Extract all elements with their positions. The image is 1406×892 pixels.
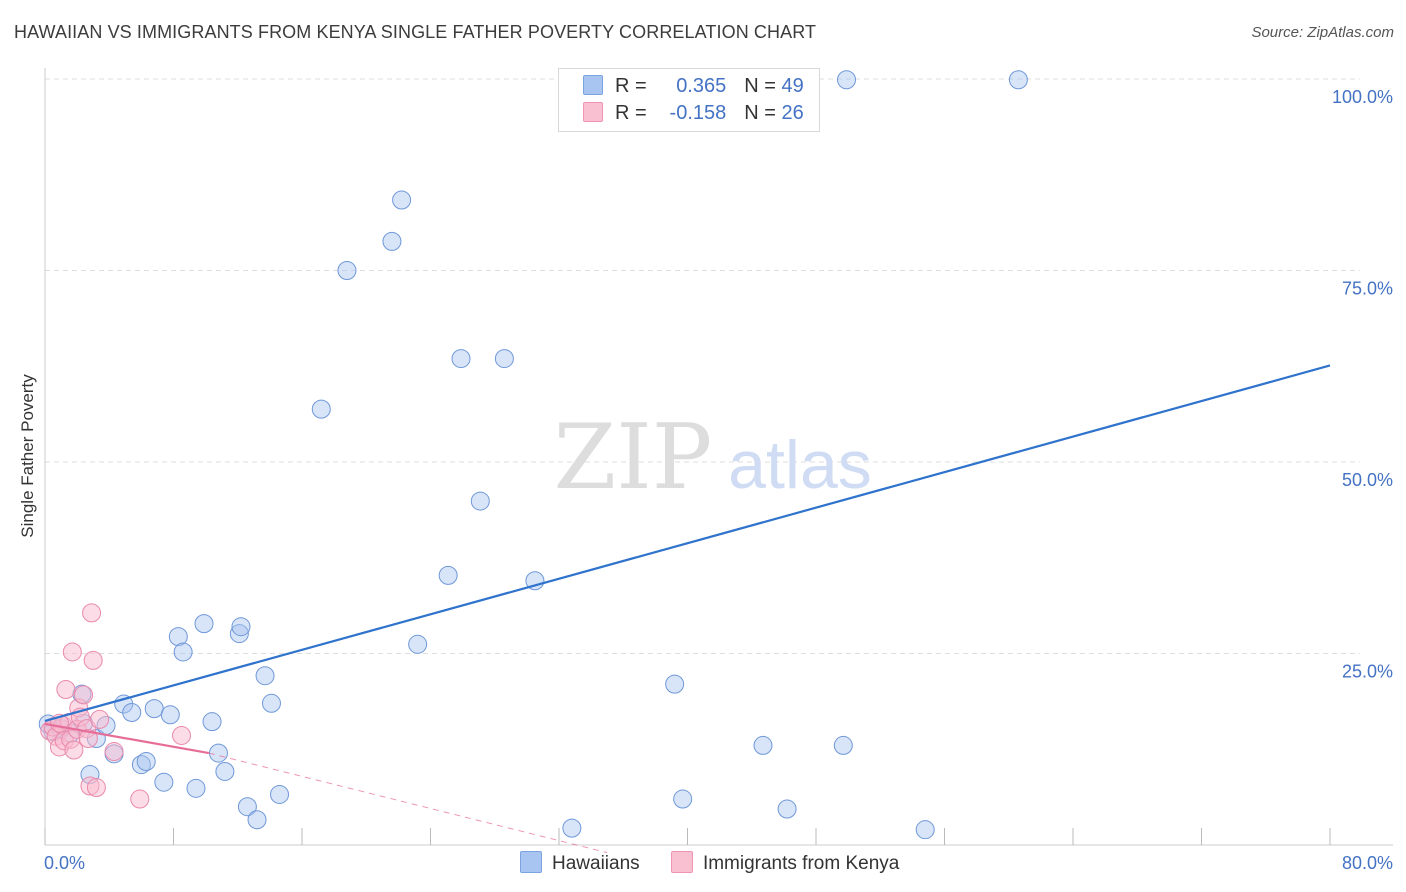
kenya-point — [83, 650, 103, 670]
axes — [44, 68, 1393, 846]
kenya-point — [62, 642, 82, 662]
kenya-point — [86, 778, 106, 798]
n-value-kenya: 26 — [781, 102, 804, 124]
kenya-point — [78, 729, 98, 749]
legend-swatch-kenya — [670, 851, 693, 873]
kenya-point — [56, 680, 76, 700]
kenya-point — [64, 740, 84, 760]
trend-line-kenya — [44, 722, 210, 755]
hawaiians-point — [777, 799, 797, 819]
stats-row-hawaiians: R = 0.365 N = 49 — [583, 75, 804, 101]
trend-line-hawaiians — [44, 364, 1331, 722]
kenya-point — [82, 603, 102, 623]
hawaiians-point — [215, 761, 235, 781]
legend-item-kenya[interactable]: Immigrants from Kenya — [670, 851, 900, 875]
y-tick-label: 50.0% — [1342, 470, 1393, 490]
r-value-kenya: -0.158 — [669, 102, 727, 124]
y-tick-label: 25.0% — [1342, 662, 1393, 682]
hawaiians-point — [833, 735, 853, 755]
hawaiians-point — [237, 797, 257, 817]
hawaiians-point — [144, 699, 164, 719]
hawaiians-point — [160, 705, 180, 725]
swatch-hawaiians — [583, 75, 603, 95]
r-value-hawaiians: 0.365 — [676, 75, 727, 97]
kenya-point — [130, 789, 150, 809]
swatch-kenya — [583, 102, 603, 122]
legend-swatch-hawaiians — [520, 851, 542, 873]
n-value-hawaiians: 49 — [781, 75, 804, 97]
x-tick-label: 0.0% — [44, 853, 85, 873]
hawaiians-point — [194, 614, 214, 634]
hawaiians-point — [438, 565, 458, 585]
stats-row-kenya: R = -0.158 N = 26 — [583, 102, 804, 128]
hawaiians-point — [451, 349, 471, 369]
hawaiians-point — [229, 624, 249, 644]
y-tick-label: 100.0% — [1332, 87, 1393, 107]
hawaiians-point — [202, 712, 222, 732]
x-tick-label: 80.0% — [1342, 853, 1393, 873]
hawaiians-point — [408, 634, 428, 654]
watermark-atlas: atlas — [728, 427, 872, 503]
hawaiians-point — [154, 772, 174, 792]
watermark-zip: ZIP — [554, 405, 713, 510]
chart-title: HAWAIIAN VS IMMIGRANTS FROM KENYA SINGLE… — [14, 22, 817, 42]
y-tick-label: 75.0% — [1342, 279, 1393, 299]
legend-label-kenya: Immigrants from Kenya — [702, 853, 900, 874]
n-label: N = — [744, 102, 776, 124]
trend-line-kenya-extension — [208, 752, 608, 854]
legend-item-hawaiians[interactable]: Hawaiians — [520, 851, 640, 875]
hawaiians-point — [136, 752, 156, 772]
hawaiians-point — [665, 674, 685, 694]
r-label: R = — [615, 75, 647, 97]
trend-lines — [44, 364, 1331, 854]
hawaiians-point — [562, 818, 582, 838]
hawaiians-point — [208, 743, 228, 763]
legend-label-hawaiians: Hawaiians — [552, 853, 640, 874]
hawaiians-point — [837, 70, 857, 90]
hawaiians-point — [270, 784, 290, 804]
tick-labels: 25.0% 50.0% 75.0% 100.0% 0.0% 80.0% — [44, 87, 1393, 873]
hawaiians-point — [122, 702, 142, 722]
hawaiians-point — [392, 190, 412, 210]
kenya-point — [104, 742, 124, 762]
watermark: ZIP atlas — [554, 405, 872, 510]
kenya-point — [172, 725, 192, 745]
hawaiians-point — [494, 349, 514, 369]
hawaiians-point — [311, 399, 331, 419]
hawaiians-point — [186, 778, 206, 798]
hawaiians-point — [231, 617, 251, 637]
hawaiians-point — [173, 642, 193, 662]
hawaiians-point — [168, 627, 188, 647]
kenya-point — [74, 685, 94, 705]
hawaiians-point — [261, 693, 281, 713]
hawaiians-point — [337, 261, 357, 280]
hawaiians-point — [1008, 70, 1028, 90]
series-hawaiians — [38, 70, 1028, 840]
kenya-point — [90, 709, 110, 729]
hawaiians-point — [753, 735, 773, 755]
stats-legend: R = 0.365 N = 49 R = -0.158 N = 26 — [558, 68, 820, 132]
hawaiians-point — [247, 810, 267, 830]
hawaiians-point — [673, 789, 693, 809]
hawaiians-point — [470, 491, 490, 511]
n-label: N = — [744, 75, 776, 97]
hawaiians-point — [915, 820, 935, 840]
source-label: Source: ZipAtlas.com — [1251, 24, 1394, 41]
series-legend: Hawaiians Immigrants from Kenya — [520, 851, 925, 875]
hawaiians-point — [255, 666, 275, 686]
gridlines — [45, 78, 1360, 654]
hawaiians-point — [382, 231, 402, 251]
r-label: R = — [615, 102, 647, 124]
